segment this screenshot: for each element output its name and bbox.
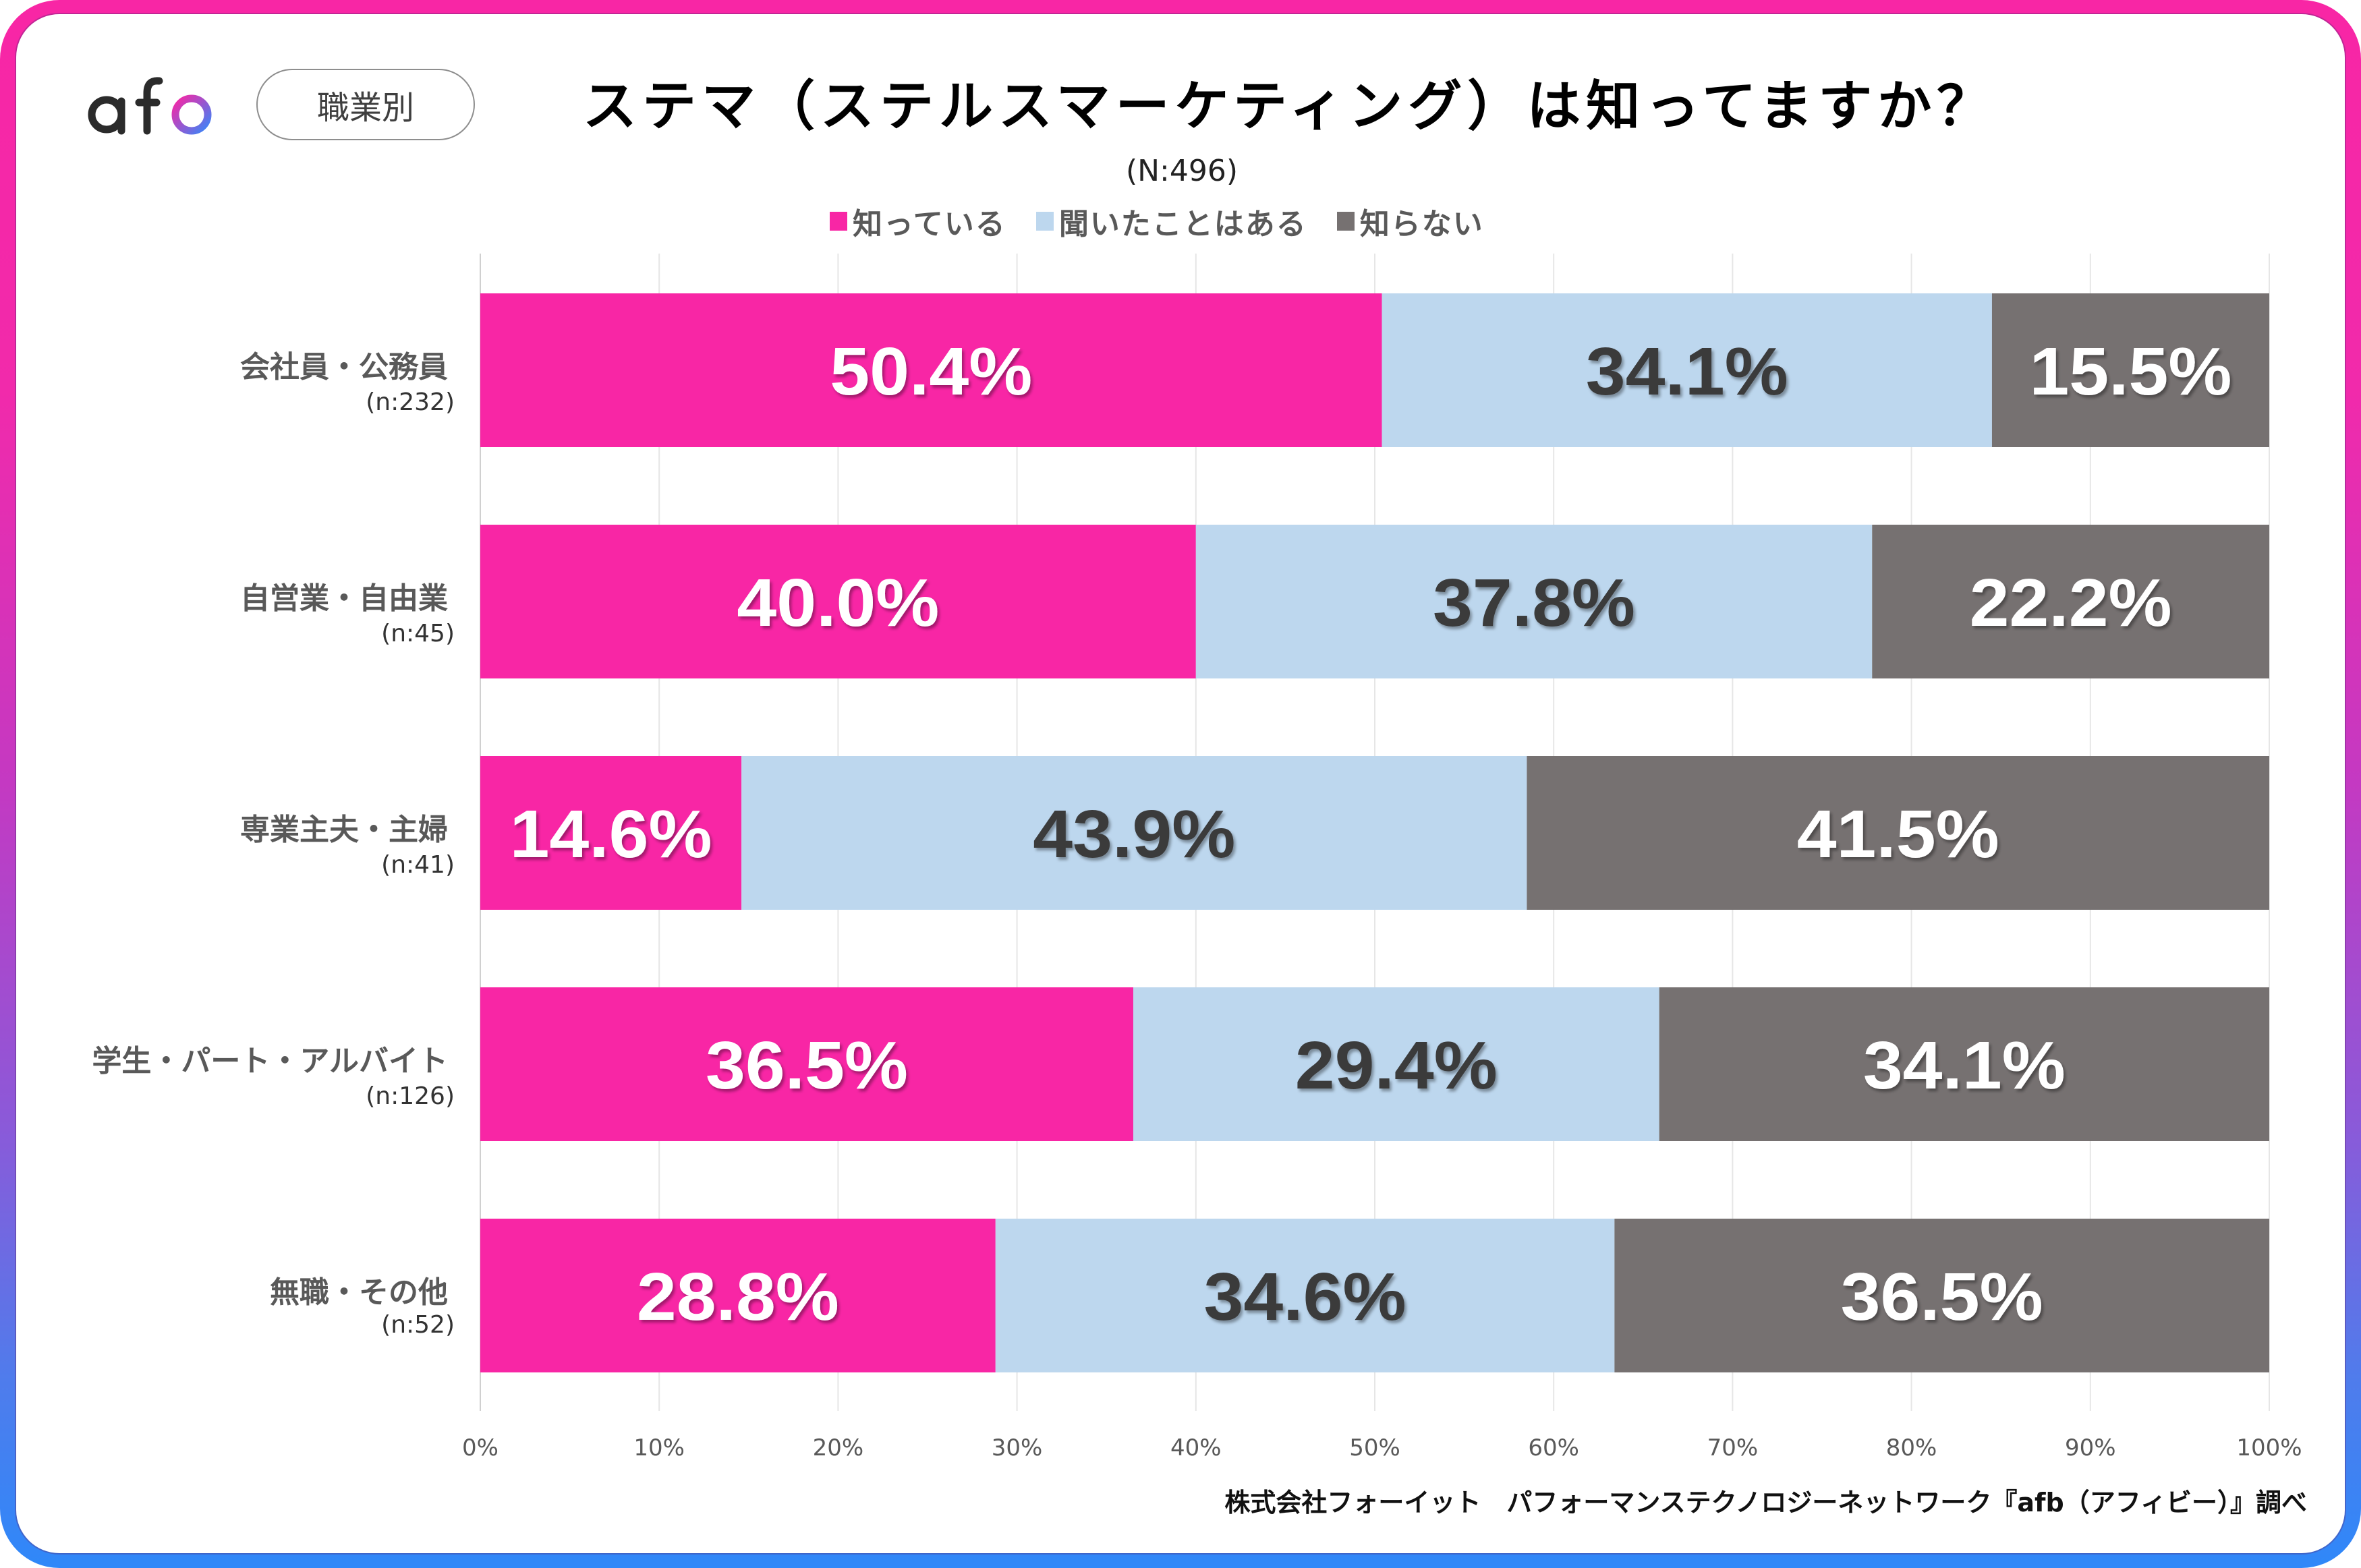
- bar-segment-unknown: [1991, 293, 2269, 447]
- legend-item-heard: 聞いたことはある: [1035, 200, 1307, 243]
- x-tick-label: 60%: [1528, 1434, 1579, 1461]
- data-label-known: 40.0%: [737, 565, 939, 641]
- x-tick-label: 80%: [1885, 1434, 1937, 1461]
- bar-segment-unknown: [1659, 987, 2269, 1141]
- data-label-heard: 29.4%: [1295, 1028, 1498, 1103]
- category-n-label: (n:52): [381, 1311, 455, 1339]
- legend-label-unknown: 知らない: [1359, 207, 1484, 241]
- bar-segment-known: [480, 525, 1196, 678]
- data-label-known: 50.4%: [830, 334, 1032, 409]
- bar-segment-unknown: [1527, 756, 2269, 910]
- category-label: 会社員・公務員: [239, 350, 478, 384]
- category-label: 無職・その他: [269, 1275, 478, 1310]
- category-n-label: (n:41): [381, 851, 455, 879]
- sample-size: (N:496): [1125, 154, 1239, 188]
- data-label-heard: 43.9%: [1033, 796, 1235, 872]
- bar-segment-unknown: [1614, 1219, 2269, 1372]
- legend-swatch-unknown: [1336, 212, 1355, 231]
- data-label-known: 36.5%: [706, 1028, 908, 1103]
- bar-segment-heard: [995, 1219, 1615, 1372]
- x-tick-label: 70%: [1707, 1434, 1759, 1461]
- data-label-unknown: 22.2%: [1970, 565, 2172, 641]
- legend-item-known: 知っている: [830, 200, 1006, 243]
- data-label-known: 28.8%: [637, 1259, 839, 1335]
- category-n-label: (n:232): [366, 388, 455, 416]
- data-label-known: 14.6%: [510, 796, 712, 872]
- data-label-unknown: 36.5%: [1841, 1259, 2043, 1335]
- legend-swatch-known: [830, 212, 847, 231]
- category-label: 学生・パート・アルバイト: [92, 1044, 478, 1078]
- bar-segment-known: [480, 987, 1133, 1141]
- data-label-unknown: 15.5%: [2029, 334, 2231, 409]
- data-label-heard: 34.1%: [1586, 334, 1788, 409]
- chart-title: ステマ（ステルスマーケティング）は知ってますか？: [583, 75, 1997, 138]
- bar-segment-known: [480, 1219, 996, 1372]
- bar-segment-heard: [1382, 293, 1992, 447]
- data-label-heard: 34.6%: [1204, 1259, 1406, 1335]
- legend-label-heard: 聞いたことはある: [1058, 207, 1307, 241]
- legend-swatch-heard: [1035, 212, 1054, 231]
- x-tick-label: 100%: [2236, 1434, 2302, 1461]
- x-tick-label: 40%: [1170, 1434, 1222, 1461]
- x-tick-label: 20%: [812, 1434, 864, 1461]
- x-tick-label: 30%: [991, 1434, 1043, 1461]
- category-n-label: (n:45): [381, 620, 455, 647]
- category-label: 専業主夫・主婦: [239, 813, 478, 847]
- source-credit: 株式会社フォーイット パフォーマンステクノロジーネットワーク『afb（アフィビー…: [1224, 1488, 2307, 1517]
- bar-segment-heard: [1133, 987, 1659, 1141]
- legend-label-known: 知っている: [853, 207, 1006, 241]
- bar-segment-unknown: [1872, 525, 2269, 678]
- bar-segment-known: [480, 293, 1382, 447]
- category-badge: 職業別: [256, 69, 475, 140]
- bar-segment-known: [480, 756, 742, 910]
- x-tick-label: 90%: [2065, 1434, 2116, 1461]
- bar-segment-heard: [741, 756, 1527, 910]
- data-label-heard: 37.8%: [1433, 565, 1635, 641]
- x-tick-label: 50%: [1349, 1434, 1400, 1461]
- badge-label: 職業別: [316, 89, 414, 127]
- x-tick-label: 10%: [633, 1434, 685, 1461]
- category-n-label: (n:126): [366, 1082, 455, 1110]
- x-tick-label: 0%: [462, 1434, 499, 1461]
- data-label-unknown: 34.1%: [1863, 1028, 2066, 1103]
- legend-item-unknown: 知らない: [1336, 200, 1484, 243]
- afb-logo: [88, 74, 212, 135]
- legend: 知っている 聞いたことはある 知らない: [830, 201, 1514, 241]
- bar-segment-heard: [1195, 525, 1873, 678]
- category-label: 自営業・自由業: [239, 581, 478, 616]
- data-label-unknown: 41.5%: [1797, 796, 1999, 872]
